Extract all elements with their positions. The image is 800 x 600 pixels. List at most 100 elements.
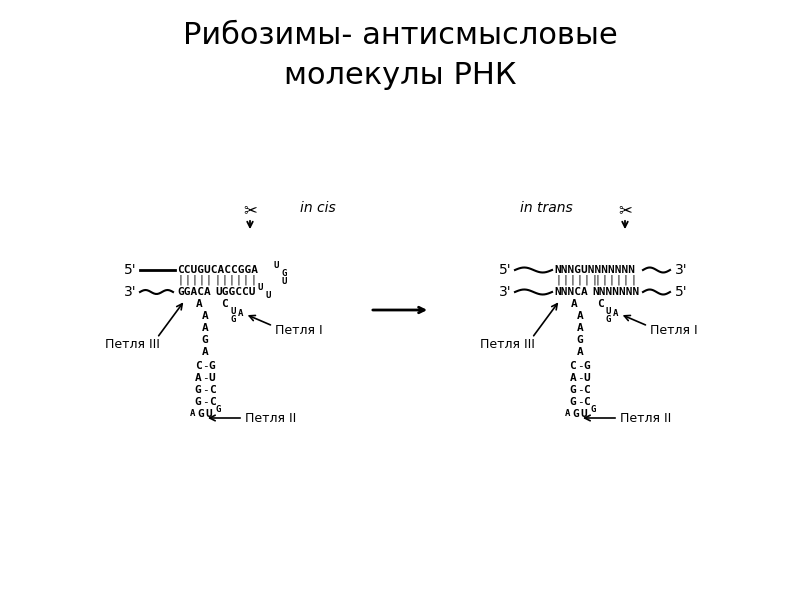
- Text: |: |: [206, 275, 212, 285]
- Text: A: A: [570, 373, 576, 383]
- Text: A: A: [614, 310, 618, 319]
- Text: A: A: [238, 310, 244, 319]
- Text: Петля III: Петля III: [480, 338, 535, 352]
- Text: молекулы РНК: молекулы РНК: [284, 61, 516, 89]
- Text: G: G: [584, 361, 590, 371]
- Text: G: G: [194, 385, 202, 395]
- Text: A: A: [194, 373, 202, 383]
- Text: G: G: [209, 361, 215, 371]
- Text: 3': 3': [124, 285, 136, 299]
- Text: G: G: [570, 385, 576, 395]
- Text: in trans: in trans: [520, 201, 573, 215]
- Text: 5': 5': [675, 285, 688, 299]
- Text: |: |: [555, 275, 561, 285]
- Text: G: G: [194, 397, 202, 407]
- Text: C: C: [584, 397, 590, 407]
- Text: C: C: [584, 385, 590, 395]
- Text: |: |: [602, 275, 607, 285]
- Text: Петля I: Петля I: [650, 323, 698, 337]
- Text: -: -: [577, 361, 583, 371]
- Text: 3': 3': [498, 285, 511, 299]
- Text: G: G: [570, 397, 576, 407]
- Text: UGGCCU: UGGCCU: [215, 287, 255, 297]
- Text: G: G: [198, 409, 204, 419]
- Text: G: G: [215, 406, 221, 415]
- Text: A: A: [577, 347, 583, 357]
- Text: A: A: [190, 409, 196, 419]
- Text: G: G: [590, 406, 596, 415]
- Text: |: |: [594, 275, 600, 285]
- Text: 5': 5': [124, 263, 136, 277]
- Text: -: -: [577, 397, 583, 407]
- Text: C: C: [222, 299, 228, 309]
- Text: |: |: [191, 275, 198, 285]
- Text: U: U: [606, 307, 610, 316]
- Text: -: -: [202, 361, 208, 371]
- Text: |: |: [630, 275, 636, 285]
- Text: A: A: [577, 311, 583, 321]
- Text: CCUGUCACCGGA: CCUGUCACCGGA: [177, 265, 258, 275]
- Text: A: A: [202, 311, 208, 321]
- Text: -: -: [577, 373, 583, 383]
- Text: A: A: [196, 299, 202, 309]
- Text: G: G: [577, 335, 583, 345]
- Text: |: |: [584, 275, 590, 285]
- Text: |: |: [214, 275, 220, 285]
- Text: U: U: [258, 283, 263, 292]
- Text: U: U: [274, 260, 279, 269]
- Text: |: |: [616, 275, 622, 285]
- Text: -: -: [577, 385, 583, 395]
- Text: Петля II: Петля II: [245, 412, 296, 425]
- Text: ✂: ✂: [243, 201, 257, 219]
- Text: |: |: [236, 275, 242, 285]
- Text: U: U: [265, 290, 270, 299]
- Text: U: U: [581, 409, 587, 419]
- Text: in cis: in cis: [300, 201, 336, 215]
- Text: GGACA: GGACA: [177, 287, 210, 297]
- Text: Рибозимы- антисмысловые: Рибозимы- антисмысловые: [182, 20, 618, 49]
- Text: |: |: [591, 275, 597, 285]
- Text: |: |: [609, 275, 614, 285]
- Text: G: G: [230, 316, 236, 325]
- Text: ✂: ✂: [618, 201, 632, 219]
- Text: A: A: [202, 347, 208, 357]
- Text: |: |: [577, 275, 582, 285]
- Text: |: |: [198, 275, 205, 285]
- Text: -: -: [202, 397, 208, 407]
- Text: 3': 3': [675, 263, 688, 277]
- Text: C: C: [209, 397, 215, 407]
- Text: C: C: [194, 361, 202, 371]
- Text: 5': 5': [498, 263, 511, 277]
- Text: |: |: [222, 275, 227, 285]
- Text: A: A: [570, 299, 578, 309]
- Text: NNNNNNN: NNNNNNN: [592, 287, 639, 297]
- Text: NNNGUNNNNNNN: NNNGUNNNNNNN: [554, 265, 635, 275]
- Text: NNNCA: NNNCA: [554, 287, 588, 297]
- Text: |: |: [229, 275, 234, 285]
- Text: C: C: [570, 361, 576, 371]
- Text: U: U: [584, 373, 590, 383]
- Text: |: |: [177, 275, 183, 285]
- Text: |: |: [243, 275, 249, 285]
- Text: U: U: [230, 307, 236, 316]
- Text: G: G: [606, 316, 610, 325]
- Text: U: U: [206, 409, 212, 419]
- Text: A: A: [577, 323, 583, 333]
- Text: G: G: [573, 409, 579, 419]
- Text: |: |: [623, 275, 629, 285]
- Text: A: A: [566, 409, 570, 419]
- Text: |: |: [250, 275, 256, 285]
- Text: |: |: [184, 275, 190, 285]
- Text: U: U: [281, 277, 286, 286]
- Text: C: C: [597, 299, 603, 309]
- Text: Петля I: Петля I: [275, 323, 322, 337]
- Text: Петля III: Петля III: [105, 338, 160, 352]
- Text: -: -: [202, 373, 208, 383]
- Text: C: C: [209, 385, 215, 395]
- Text: |: |: [562, 275, 568, 285]
- Text: A: A: [202, 323, 208, 333]
- Text: Петля II: Петля II: [620, 412, 671, 425]
- Text: U: U: [209, 373, 215, 383]
- Text: -: -: [202, 385, 208, 395]
- Text: G: G: [202, 335, 208, 345]
